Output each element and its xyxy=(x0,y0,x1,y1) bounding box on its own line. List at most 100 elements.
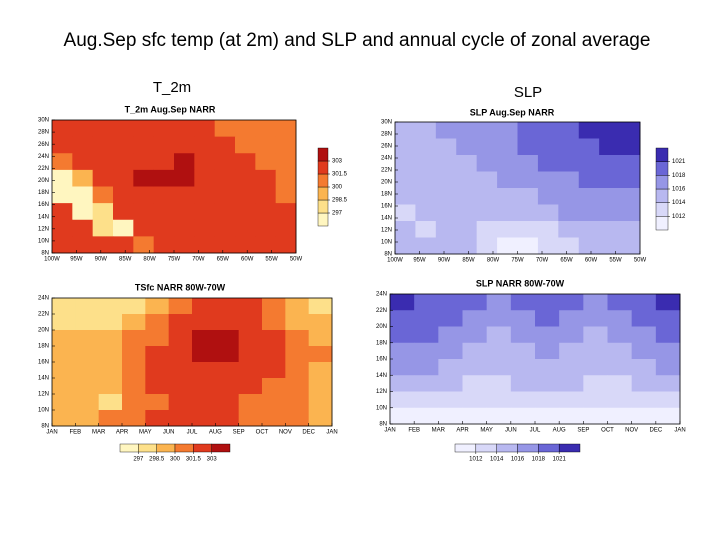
colorbar-label: 300 xyxy=(332,185,343,191)
grid-cell xyxy=(510,326,536,344)
grid-cell xyxy=(255,236,277,254)
grid-cell xyxy=(510,310,536,327)
grid-cell xyxy=(510,391,536,409)
grid-cell xyxy=(607,391,633,409)
grid-cell xyxy=(133,219,155,237)
grid-cell xyxy=(535,310,560,327)
grid-cell xyxy=(655,326,681,344)
grid-cell xyxy=(395,138,416,156)
grid-cell xyxy=(476,138,498,156)
grid-cell xyxy=(631,375,657,392)
grid-cell xyxy=(235,203,256,221)
grid-cell xyxy=(262,346,286,363)
y-tick-label: 14N xyxy=(38,376,49,382)
grid-cell xyxy=(92,153,114,171)
grid-cell xyxy=(456,221,478,238)
grid-cell xyxy=(497,221,518,238)
grid-cell xyxy=(517,237,539,255)
grid-cell xyxy=(537,237,559,255)
grid-cell xyxy=(395,221,416,238)
grid-cell xyxy=(486,375,512,392)
grid-cell xyxy=(92,169,114,187)
grid-cell xyxy=(390,294,415,311)
grid-cell xyxy=(655,294,681,311)
y-tick-label: 22N xyxy=(38,312,49,318)
grid-cell xyxy=(619,171,641,189)
x-tick-label: 55W xyxy=(265,257,278,263)
grid-cell xyxy=(456,188,478,205)
grid-cell xyxy=(395,122,416,139)
grid-cell xyxy=(497,237,518,255)
grid-cell xyxy=(72,153,94,171)
grid-cell xyxy=(415,122,437,139)
grid-cell xyxy=(174,153,195,171)
grid-cell xyxy=(275,136,297,154)
grid-cell xyxy=(578,122,600,139)
colorbar-label: 1012 xyxy=(672,214,686,220)
grid-cell xyxy=(438,407,463,425)
colorbar-swatch xyxy=(655,147,669,162)
grid-cell xyxy=(113,236,134,254)
grid-cell xyxy=(559,375,584,392)
grid-cell xyxy=(133,120,155,138)
colorbar-label: 298.5 xyxy=(149,457,165,463)
colorbar-swatch xyxy=(558,443,581,453)
colorbar-swatch xyxy=(655,216,669,231)
grid-cell xyxy=(133,136,155,154)
grid-cell xyxy=(558,221,580,238)
grid-cell xyxy=(414,391,439,409)
grid-cell xyxy=(599,204,620,222)
grid-cell xyxy=(214,169,236,187)
grid-cell xyxy=(308,298,333,315)
grid-cell xyxy=(486,391,512,409)
grid-cell xyxy=(215,362,240,379)
grid-cell xyxy=(238,330,263,347)
colorbar-swatch xyxy=(317,186,329,201)
grid-cell xyxy=(235,153,256,171)
grid-cell xyxy=(52,298,76,315)
grid-cell xyxy=(122,314,146,331)
grid-cell xyxy=(153,186,175,204)
grid-cell xyxy=(52,378,76,395)
x-tick-label: 75W xyxy=(511,258,524,264)
grid-cell xyxy=(619,122,641,139)
grid-cell xyxy=(72,186,94,204)
grid-cell xyxy=(607,375,633,392)
grid-cell xyxy=(435,237,457,255)
grid-cell xyxy=(462,407,488,425)
y-tick-label: 12N xyxy=(376,389,387,395)
grid-cell xyxy=(390,391,415,409)
column-label: T_2m xyxy=(153,79,191,96)
grid-cell xyxy=(255,219,277,237)
grid-cell xyxy=(214,219,236,237)
y-tick-label: 16N xyxy=(381,204,392,210)
grid-cell xyxy=(194,236,216,254)
grid-cell xyxy=(98,394,123,411)
grid-cell xyxy=(607,294,633,311)
grid-cell xyxy=(75,410,100,427)
grid-cell xyxy=(558,188,580,205)
grid-cell xyxy=(631,359,657,376)
grid-cell xyxy=(517,155,539,172)
x-tick-label: 80W xyxy=(487,258,500,264)
y-tick-label: 16N xyxy=(38,202,49,208)
grid-cell xyxy=(174,203,195,221)
grid-cell xyxy=(414,342,439,360)
grid-cell xyxy=(395,171,416,189)
grid-cell xyxy=(215,410,240,427)
grid-cell xyxy=(235,186,256,204)
grid-cell xyxy=(75,298,100,315)
grid-cell xyxy=(535,359,560,376)
grid-cell xyxy=(558,122,580,139)
grid-cell xyxy=(238,378,263,395)
grid-cell xyxy=(537,188,559,205)
colorbar-swatch xyxy=(211,443,231,453)
grid-cell xyxy=(599,221,620,238)
grid-cell xyxy=(456,155,478,172)
grid-cell xyxy=(255,120,277,138)
grid-cell xyxy=(194,153,216,171)
grid-cell xyxy=(133,186,155,204)
grid-cell xyxy=(72,136,94,154)
grid-cell xyxy=(390,359,415,376)
